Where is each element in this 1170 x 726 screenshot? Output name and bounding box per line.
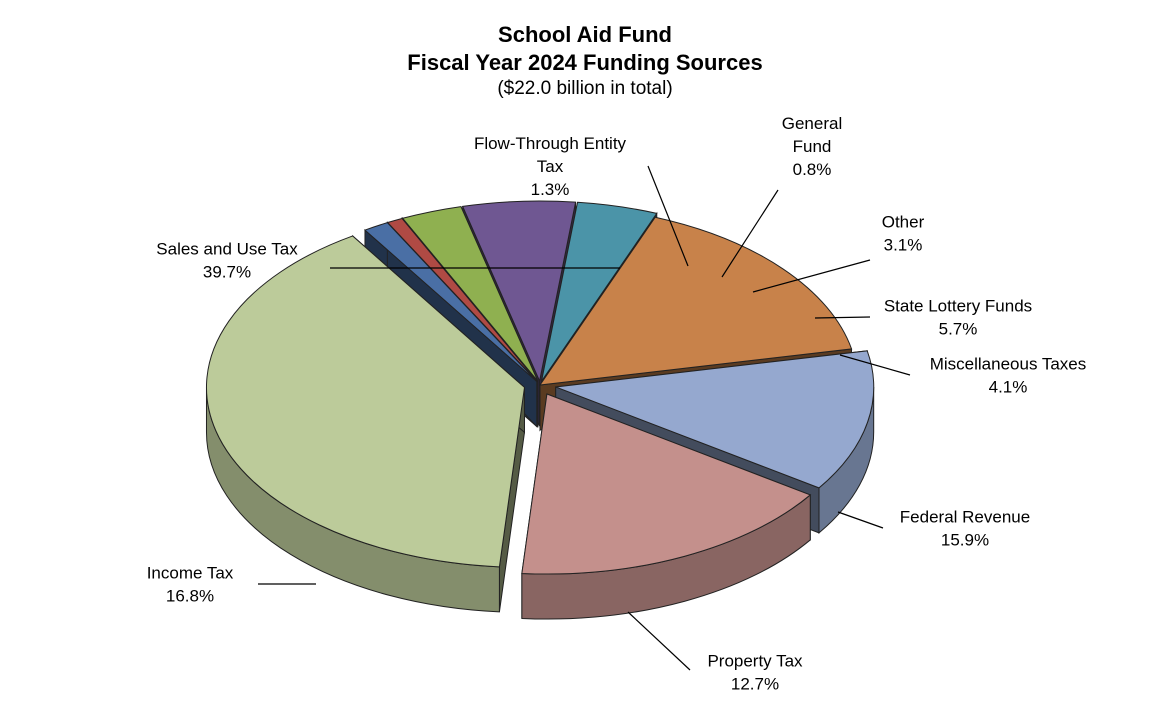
pie-slice: [205, 234, 526, 613]
slice-name-label: Fund: [793, 137, 832, 156]
slice-name-label: Property Tax: [707, 652, 803, 671]
slice-label: General Fund 0.8%: [721, 114, 842, 278]
slice-percent-label: 39.7%: [203, 263, 251, 282]
slice-label: State Lottery Funds 5.7%: [814, 297, 1032, 339]
pie-slice-top: [521, 393, 812, 575]
pie-slice-top: [206, 235, 526, 568]
slice-name-label: Other: [882, 213, 925, 232]
slice-name-label: Tax: [537, 157, 564, 176]
pie-slice-top: [538, 216, 853, 386]
slice-label: Income Tax 16.8%: [147, 564, 316, 606]
leader-line: [752, 259, 871, 293]
slice-name-label: General: [782, 114, 842, 133]
chart-total-note: ($22.0 billion in total): [497, 78, 673, 99]
slice-percent-label: 16.8%: [166, 587, 214, 606]
slice-label: Other 3.1%: [752, 213, 925, 293]
slice-percent-label: 1.3%: [531, 180, 570, 199]
pie-slice-top: [461, 200, 577, 383]
leader-line: [814, 316, 871, 319]
slice-percent-label: 0.8%: [793, 160, 832, 179]
leader-line: [627, 611, 691, 671]
slice-label: Flow-Through Entity Tax 1.3%: [474, 134, 689, 267]
slice-name-label: Miscellaneous Taxes: [930, 355, 1087, 374]
pie-slice-top: [364, 222, 538, 382]
leader-line: [837, 511, 884, 529]
leader-line: [721, 189, 779, 278]
pie-slice-top: [401, 206, 539, 382]
pie-slice-top: [541, 201, 658, 382]
slice-label: Property Tax 12.7%: [627, 611, 803, 694]
slice-name-label: State Lottery Funds: [884, 297, 1032, 316]
slice-name-label: Flow-Through Entity: [474, 134, 627, 153]
slice-percent-label: 12.7%: [731, 675, 779, 694]
slice-percent-label: 3.1%: [884, 236, 923, 255]
slice-percent-label: 5.7%: [939, 320, 978, 339]
slice-label: Federal Revenue 15.9%: [837, 508, 1030, 550]
leader-line: [647, 165, 689, 267]
pie-slice: [521, 393, 812, 620]
slice-name-label: Sales and Use Tax: [156, 240, 298, 259]
slice-percent-label: 4.1%: [989, 378, 1028, 397]
slice-name-label: Federal Revenue: [900, 508, 1030, 527]
slice-label: Miscellaneous Taxes 4.1%: [839, 354, 1087, 397]
leader-line: [839, 354, 911, 376]
chart-subtitle: Fiscal Year 2024 Funding Sources: [407, 50, 763, 75]
chart-title: School Aid Fund: [498, 22, 672, 47]
slice-name-label: Income Tax: [147, 564, 234, 583]
slice-percent-label: 15.9%: [941, 531, 989, 550]
slice-label: Sales and Use Tax 39.7%: [156, 240, 620, 282]
